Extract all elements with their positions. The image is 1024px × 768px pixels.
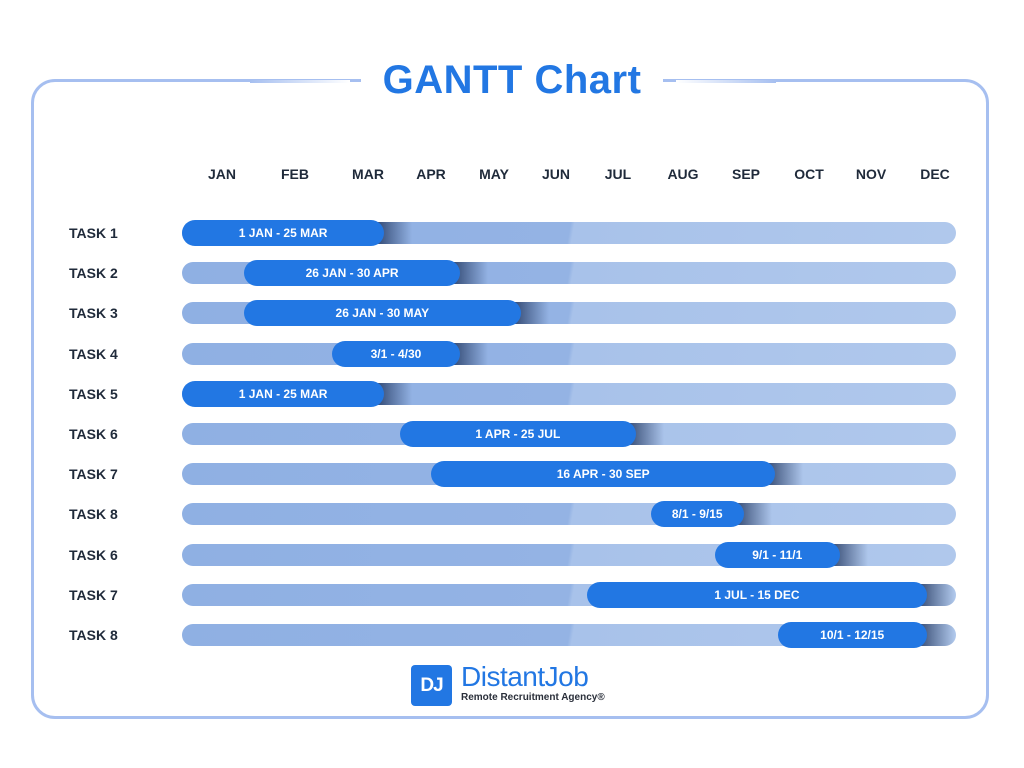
month-label-aug: AUG bbox=[667, 166, 699, 182]
month-label-may: MAY bbox=[479, 166, 509, 182]
month-label-apr: APR bbox=[416, 166, 446, 182]
task-label: TASK 5 bbox=[69, 385, 118, 402]
task-label: TASK 2 bbox=[69, 265, 118, 282]
title-divider-right bbox=[676, 80, 776, 83]
month-label-dec: DEC bbox=[920, 166, 950, 182]
task-label: TASK 7 bbox=[69, 586, 118, 603]
task-bar: 1 JAN - 25 MAR bbox=[182, 380, 385, 407]
task-label: TASK 3 bbox=[69, 305, 118, 322]
task-label: TASK 6 bbox=[69, 426, 118, 442]
month-label-sep: SEP bbox=[731, 166, 760, 182]
task-label: TASK 6 bbox=[69, 546, 118, 563]
task-bar: 1 JUL - 15 DEC bbox=[587, 581, 927, 608]
task-bar: 1 JAN - 25 MAR bbox=[182, 220, 385, 246]
task-track bbox=[182, 503, 956, 526]
task-bar: 8/1 - 9/15 bbox=[650, 501, 744, 528]
task-bar: 1 APR - 25 JUL bbox=[399, 421, 637, 447]
task-label: TASK 1 bbox=[69, 225, 118, 241]
month-label-jul: JUL bbox=[604, 166, 632, 182]
task-bar: 9/1 - 11/1 bbox=[714, 541, 840, 568]
month-label-mar: MAR bbox=[352, 166, 384, 182]
task-bar: 26 JAN - 30 APR bbox=[243, 260, 461, 287]
distantjob-logo: DJ DistantJob Remote Recruitment Agency® bbox=[411, 661, 621, 707]
month-label-jan: JAN bbox=[207, 166, 236, 182]
task-track bbox=[182, 342, 956, 365]
task-bar: 16 APR - 30 SEP bbox=[431, 461, 776, 488]
logo-tagline: Remote Recruitment Agency® bbox=[461, 692, 605, 703]
chart-title: GANTT Chart bbox=[382, 58, 642, 102]
title-divider-left bbox=[250, 80, 350, 83]
month-label-jun: JUN bbox=[541, 166, 570, 182]
task-bar: 26 JAN - 30 MAY bbox=[243, 300, 521, 327]
month-label-feb: FEB bbox=[281, 166, 309, 182]
title-mask: GANTT Chart bbox=[360, 50, 664, 110]
month-label-nov: NOV bbox=[855, 166, 887, 182]
logo-name: DistantJob bbox=[461, 661, 589, 692]
title-area: GANTT Chart bbox=[0, 50, 1024, 110]
task-label: TASK 4 bbox=[69, 345, 118, 362]
logo-mark: DJ bbox=[411, 665, 452, 706]
task-label: TASK 8 bbox=[69, 627, 118, 643]
task-bar: 10/1 - 12/15 bbox=[777, 622, 927, 648]
task-label: TASK 8 bbox=[69, 506, 118, 523]
task-label: TASK 7 bbox=[69, 466, 118, 483]
task-bar: 3/1 - 4/30 bbox=[331, 340, 461, 367]
month-label-oct: OCT bbox=[794, 166, 824, 182]
